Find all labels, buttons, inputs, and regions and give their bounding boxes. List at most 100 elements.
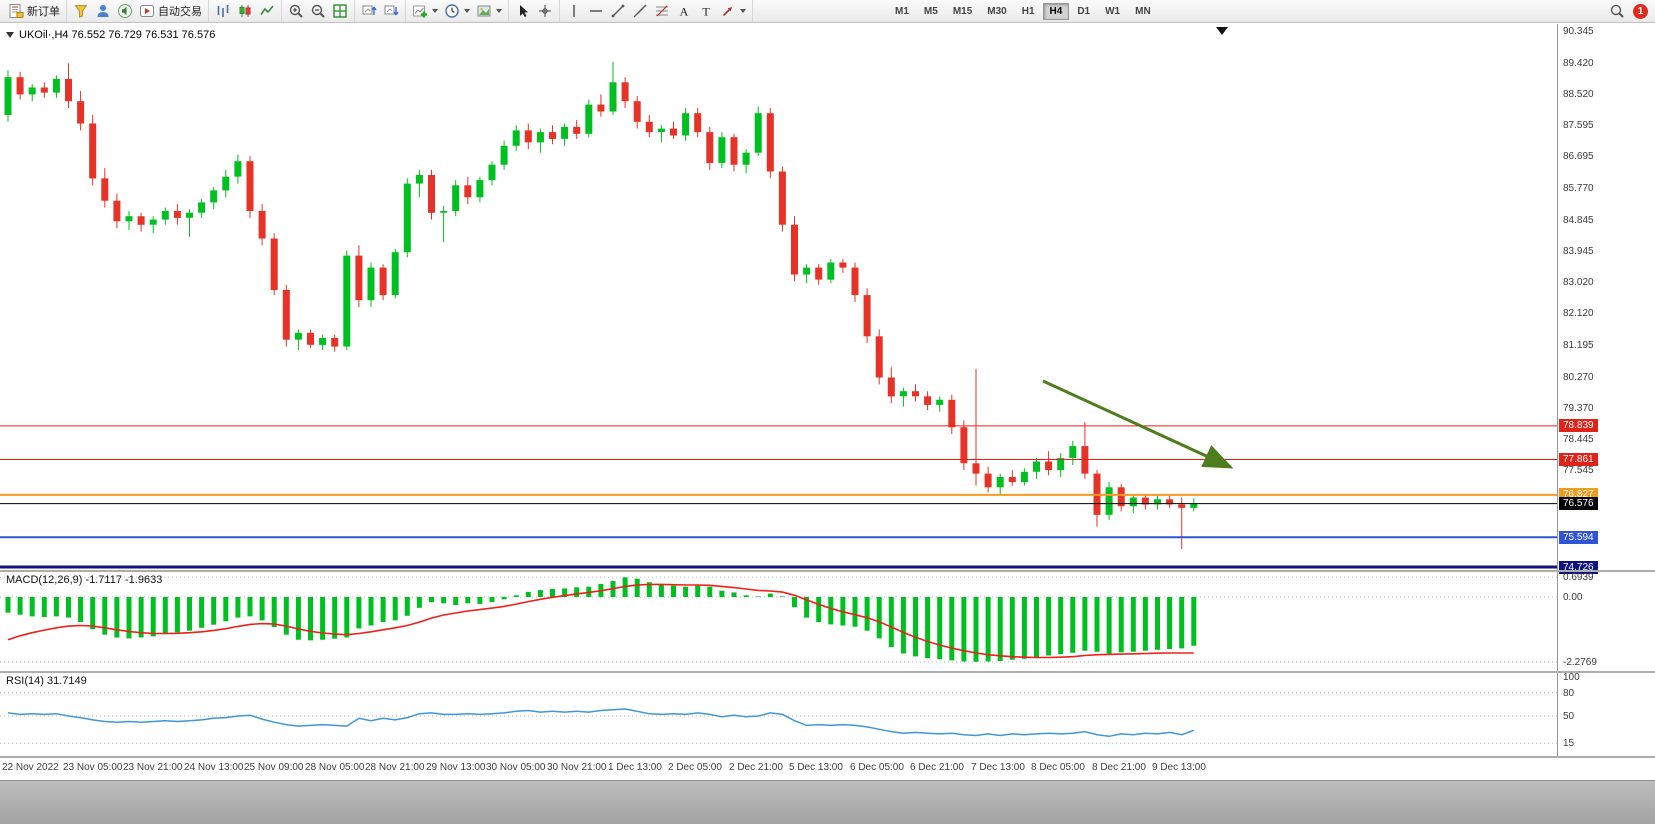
chart-title-row: UKOil·,H4 76.552 76.729 76.531 76.576: [6, 29, 215, 41]
price-tick: 80.270: [1563, 372, 1594, 383]
arrow-tool-button[interactable]: [717, 1, 749, 21]
chevron-down-icon: [432, 9, 438, 13]
period-clock-icon: [445, 4, 459, 18]
profiles-button[interactable]: [92, 1, 114, 21]
timeframe-H4[interactable]: H4: [1042, 2, 1070, 20]
trend-arrow[interactable]: [1042, 379, 1234, 469]
time-label: 6 Dec 21:00: [910, 762, 964, 773]
trend-line-button[interactable]: [607, 1, 629, 21]
price-tick: 84.845: [1563, 215, 1594, 226]
zoom-out-button[interactable]: [307, 1, 329, 21]
time-label: 5 Dec 13:00: [789, 762, 843, 773]
chart-bars-icon: [217, 5, 229, 17]
vertical-line-button[interactable]: [563, 1, 585, 21]
timeframe-M30[interactable]: M30: [980, 3, 1013, 20]
new-order-button[interactable]: 新订单: [5, 1, 63, 21]
arrange-windows-button[interactable]: [358, 1, 380, 21]
new-chart-icon: [384, 5, 399, 16]
rsi-label: RSI(14) 31.7149: [6, 675, 87, 687]
price-axis[interactable]: 90.345 89.420 88.520 87.595 86.695 85.770 84.8…: [1557, 24, 1655, 758]
price-tick: 77.545: [1563, 465, 1594, 476]
auto-trading-button[interactable]: 自动交易: [136, 1, 205, 21]
svg-text:T: T: [702, 5, 710, 19]
funnel-button[interactable]: [70, 1, 92, 21]
candlestick-chart[interactable]: [0, 24, 1557, 570]
panel-separator-2[interactable]: [0, 671, 1655, 673]
notification-badge[interactable]: 1: [1633, 3, 1648, 19]
timeframe-H1[interactable]: H1: [1015, 3, 1042, 20]
chart-line-button[interactable]: [256, 1, 278, 21]
toolbar-group-services: 自动交易: [67, 0, 209, 22]
price-tick: 83.020: [1563, 277, 1594, 288]
price-tick: 89.420: [1563, 58, 1594, 69]
timeframe-W1[interactable]: W1: [1098, 3, 1127, 20]
time-label: 22 Nov 2022: [2, 762, 59, 773]
equidistant-channel-icon: [633, 4, 647, 18]
rsi-scale-label: 100: [1563, 672, 1580, 683]
new-order-icon: [9, 4, 24, 18]
timeframe-M1[interactable]: M1: [888, 3, 916, 20]
time-axis[interactable]: 22 Nov 2022 23 Nov 05:00 23 Nov 21:00 24 No…: [0, 758, 1655, 780]
magnifier-icon: [1610, 4, 1624, 18]
panel-separator-1[interactable]: [0, 570, 1655, 572]
time-label: 23 Nov 21:00: [123, 762, 183, 773]
auto-trading-label: 自动交易: [158, 6, 202, 18]
add-indicator-icon: [413, 5, 427, 18]
timeframe-M15[interactable]: M15: [946, 3, 979, 20]
zoom-in-icon: [289, 4, 303, 18]
chart-candles-button[interactable]: [234, 1, 256, 21]
zoom-in-button[interactable]: [285, 1, 307, 21]
time-label: 2 Dec 05:00: [668, 762, 722, 773]
price-badge-76.576: 76.576: [1559, 497, 1598, 510]
rsi-panel[interactable]: RSI(14) 31.7149: [0, 673, 1557, 756]
add-indicator-button[interactable]: [409, 1, 441, 21]
horizontal-line-icon: [590, 10, 602, 12]
funnel-icon: [74, 5, 88, 18]
timeframe-MN[interactable]: MN: [1128, 3, 1158, 20]
text-a-icon: A: [680, 5, 689, 19]
text-label-icon: T: [702, 5, 710, 19]
down-triangle-marker[interactable]: [1216, 27, 1228, 35]
price-badge-78.839: 78.839: [1559, 419, 1598, 432]
macd-histogram: [5, 577, 1197, 662]
chart-bars-button[interactable]: [212, 1, 234, 21]
price-tick: 90.345: [1563, 26, 1594, 37]
chevron-down-icon: [740, 9, 746, 13]
macd-panel[interactable]: MACD(12,26,9) -1.7117 -1.9633: [0, 572, 1557, 671]
fibonacci-button[interactable]: [651, 1, 673, 21]
market-sound-button[interactable]: [114, 1, 136, 21]
time-label: 6 Dec 05:00: [850, 762, 904, 773]
trend-line-icon: [611, 4, 625, 18]
text-label-button[interactable]: T: [695, 1, 717, 21]
crosshair-button[interactable]: [534, 1, 556, 21]
timeframe-D1[interactable]: D1: [1070, 3, 1097, 20]
panel-separator-3[interactable]: [0, 756, 1655, 758]
toolbar-group-order: 新订单: [2, 0, 67, 22]
price-tick: 81.195: [1563, 340, 1594, 351]
search-button[interactable]: [1606, 1, 1628, 21]
text-a-button[interactable]: A: [673, 1, 695, 21]
rsi-scale-label: 15: [1563, 738, 1575, 749]
horizontal-line-button[interactable]: [585, 1, 607, 21]
equidistant-channel-button[interactable]: [629, 1, 651, 21]
candles: [4, 61, 1198, 550]
macd-signal-line: [7, 583, 1194, 659]
profiles-icon: [97, 5, 109, 17]
vertical-line-icon: [573, 5, 575, 17]
cursor-arrow-button[interactable]: [512, 1, 534, 21]
price-tick: 82.120: [1563, 308, 1594, 319]
tile-windows-button[interactable]: [329, 1, 351, 21]
main-chart-area[interactable]: UKOil·,H4 76.552 76.729 76.531 76.576: [0, 24, 1557, 570]
price-tick: 83.945: [1563, 246, 1594, 257]
toolbar-group-pointer: [509, 0, 560, 22]
toolbar-right-cluster: 1: [1606, 1, 1653, 21]
one-click-collapse-icon[interactable]: [6, 32, 14, 38]
period-clock-button[interactable]: [441, 1, 473, 21]
timeframe-M5[interactable]: M5: [917, 3, 945, 20]
template-picture-button[interactable]: [473, 1, 505, 21]
new-chart-button[interactable]: [380, 1, 402, 21]
chevron-down-icon: [464, 9, 470, 13]
auto-trading-icon: [140, 5, 154, 17]
toolbar-group-inserts: [406, 0, 509, 22]
